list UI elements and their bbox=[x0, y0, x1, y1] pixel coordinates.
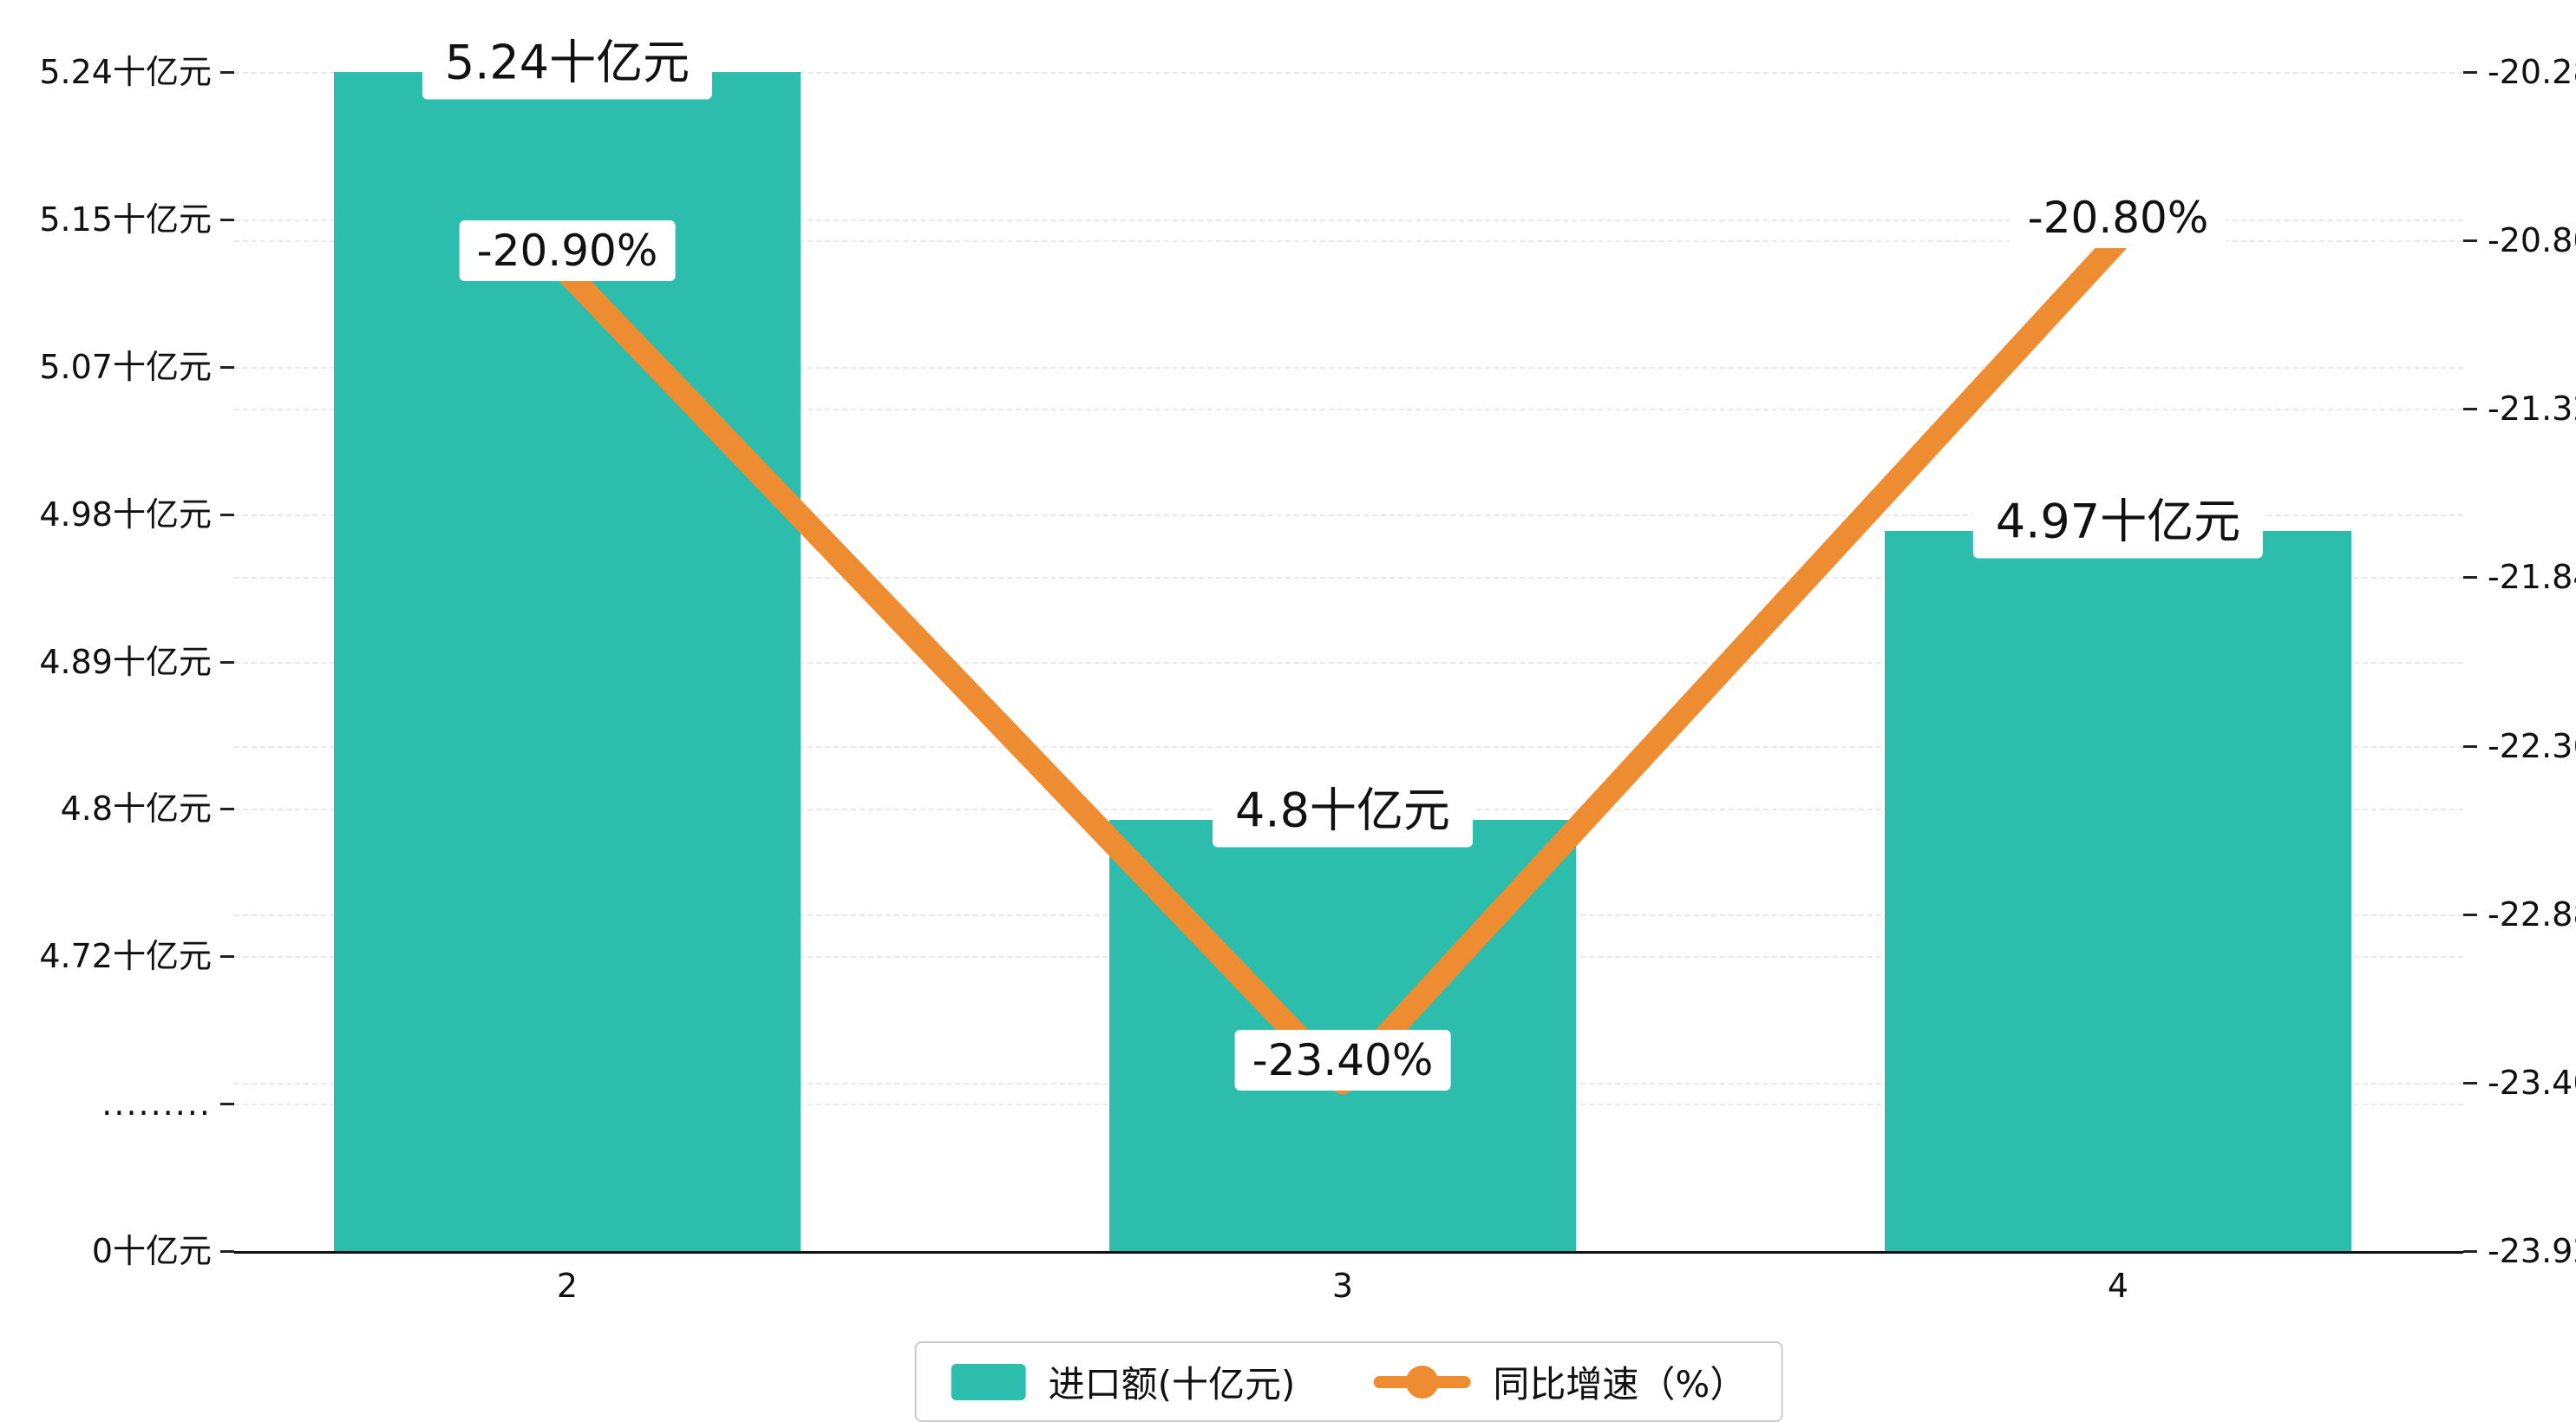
left-axis-tick bbox=[220, 71, 234, 74]
right-axis-label: -22.88 bbox=[2488, 894, 2576, 934]
legend-item-bar-series[interactable]: 进口额(十亿元) bbox=[951, 1355, 1296, 1408]
x-axis-category: 4 bbox=[2107, 1267, 2129, 1305]
left-axis-label: 5.24十亿元 bbox=[39, 53, 212, 91]
import-bar bbox=[1885, 531, 2351, 1251]
legend-item-line-series[interactable]: 同比增速（%） bbox=[1373, 1355, 1746, 1408]
left-axis-tick bbox=[220, 1103, 234, 1106]
right-axis-tick bbox=[2463, 71, 2477, 74]
right-axis-label: -20.80 bbox=[2488, 221, 2576, 260]
x-axis-category: 3 bbox=[1331, 1267, 1354, 1305]
bar-series-swatch-icon bbox=[951, 1363, 1026, 1400]
right-axis-tick bbox=[2463, 1081, 2477, 1085]
right-axis-tick bbox=[2463, 576, 2477, 580]
right-axis-label: -22.36 bbox=[2488, 726, 2576, 765]
gridline bbox=[234, 220, 2463, 221]
right-axis-label: -20.28 bbox=[2488, 53, 2576, 91]
x-axis bbox=[234, 1251, 2463, 1254]
left-axis-label: 5.15十亿元 bbox=[39, 200, 212, 239]
gridline bbox=[234, 409, 2463, 410]
right-axis-label: -23.92 bbox=[2488, 1232, 2576, 1270]
growth-rate-polyline bbox=[555, 228, 2130, 1095]
right-axis-tick bbox=[2463, 744, 2477, 748]
gridline bbox=[234, 746, 2463, 748]
left-axis-label: ......... bbox=[101, 1085, 212, 1124]
right-axis-tick bbox=[2463, 913, 2477, 916]
bar-value-label: 5.24十亿元 bbox=[422, 16, 713, 100]
right-axis-tick bbox=[2463, 1250, 2477, 1253]
right-axis-label: -21.32 bbox=[2488, 390, 2576, 429]
left-axis-tick bbox=[220, 1250, 234, 1253]
left-axis-label: 5.07十亿元 bbox=[39, 347, 212, 386]
right-axis-label: -21.84 bbox=[2488, 558, 2576, 597]
left-axis-label: 4.8十亿元 bbox=[60, 790, 212, 829]
x-axis-category: 2 bbox=[556, 1267, 579, 1305]
legend-label: 进口额(十亿元) bbox=[1048, 1363, 1296, 1406]
left-axis-tick bbox=[220, 660, 234, 664]
gridline bbox=[234, 240, 2463, 242]
bar-value-label: 4.8十亿元 bbox=[1213, 764, 1473, 848]
growth-value-label: -20.80% bbox=[2010, 187, 2226, 249]
left-axis-label: 4.98十亿元 bbox=[39, 495, 212, 534]
gridline bbox=[234, 367, 2463, 369]
left-axis-tick bbox=[220, 365, 234, 369]
gridline bbox=[234, 662, 2463, 664]
left-axis-tick bbox=[220, 218, 234, 221]
growth-value-label: -23.40% bbox=[1234, 1029, 1451, 1091]
left-axis-label: 4.72十亿元 bbox=[39, 937, 212, 976]
gridline bbox=[234, 577, 2463, 579]
gridline bbox=[234, 514, 2463, 516]
right-axis-label: -23.40 bbox=[2488, 1063, 2576, 1102]
left-axis-label: 4.89十亿元 bbox=[39, 642, 212, 681]
left-axis-label: 0十亿元 bbox=[91, 1232, 212, 1270]
gridline bbox=[234, 72, 2463, 74]
left-axis-tick bbox=[220, 808, 234, 811]
right-axis-tick bbox=[2463, 408, 2477, 411]
line-series-marker-icon bbox=[1373, 1365, 1471, 1399]
legend[interactable]: 进口额(十亿元) 同比增速（%） bbox=[914, 1341, 1783, 1422]
legend-label: 同比增速（%） bbox=[1493, 1363, 1747, 1406]
bar-value-label: 4.97十亿元 bbox=[1972, 475, 2264, 559]
growth-value-label: -20.90% bbox=[459, 220, 676, 281]
line-series-dot-icon bbox=[1405, 1365, 1439, 1399]
left-axis-tick bbox=[220, 513, 234, 516]
left-axis-tick bbox=[220, 955, 234, 959]
right-axis-tick bbox=[2463, 239, 2477, 243]
